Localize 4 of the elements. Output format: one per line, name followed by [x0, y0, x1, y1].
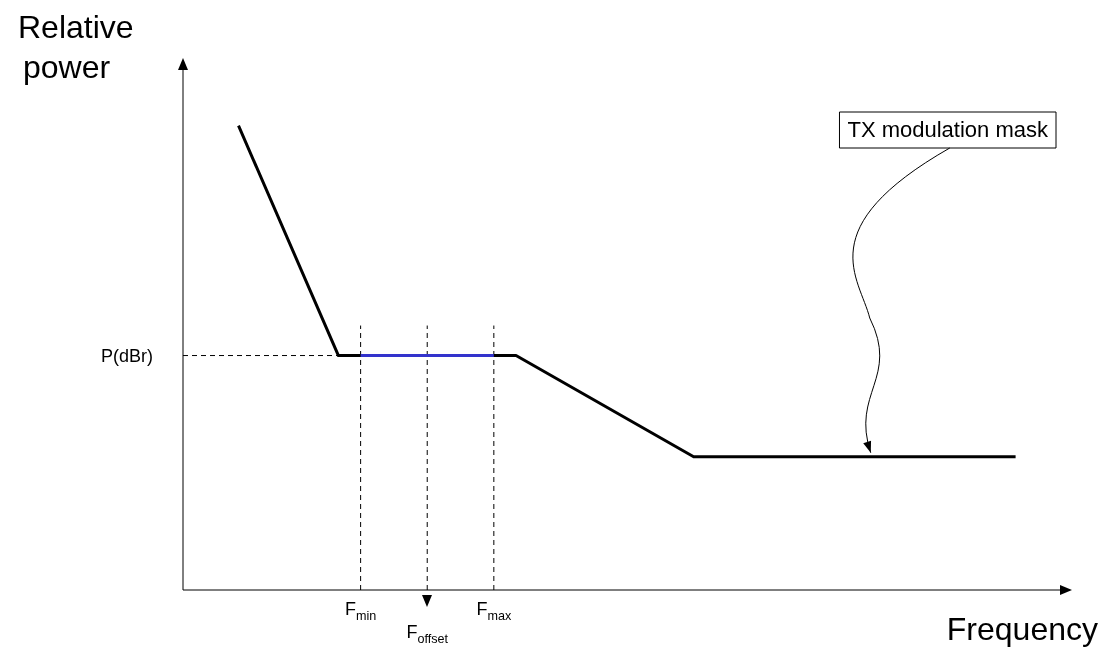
x-axis-title: Frequency	[946, 611, 1098, 647]
annotation: TX modulation mask	[847, 117, 1049, 143]
ref-line-label: P(dBr)	[101, 345, 154, 366]
y-axis-title: Relative power	[18, 9, 134, 85]
